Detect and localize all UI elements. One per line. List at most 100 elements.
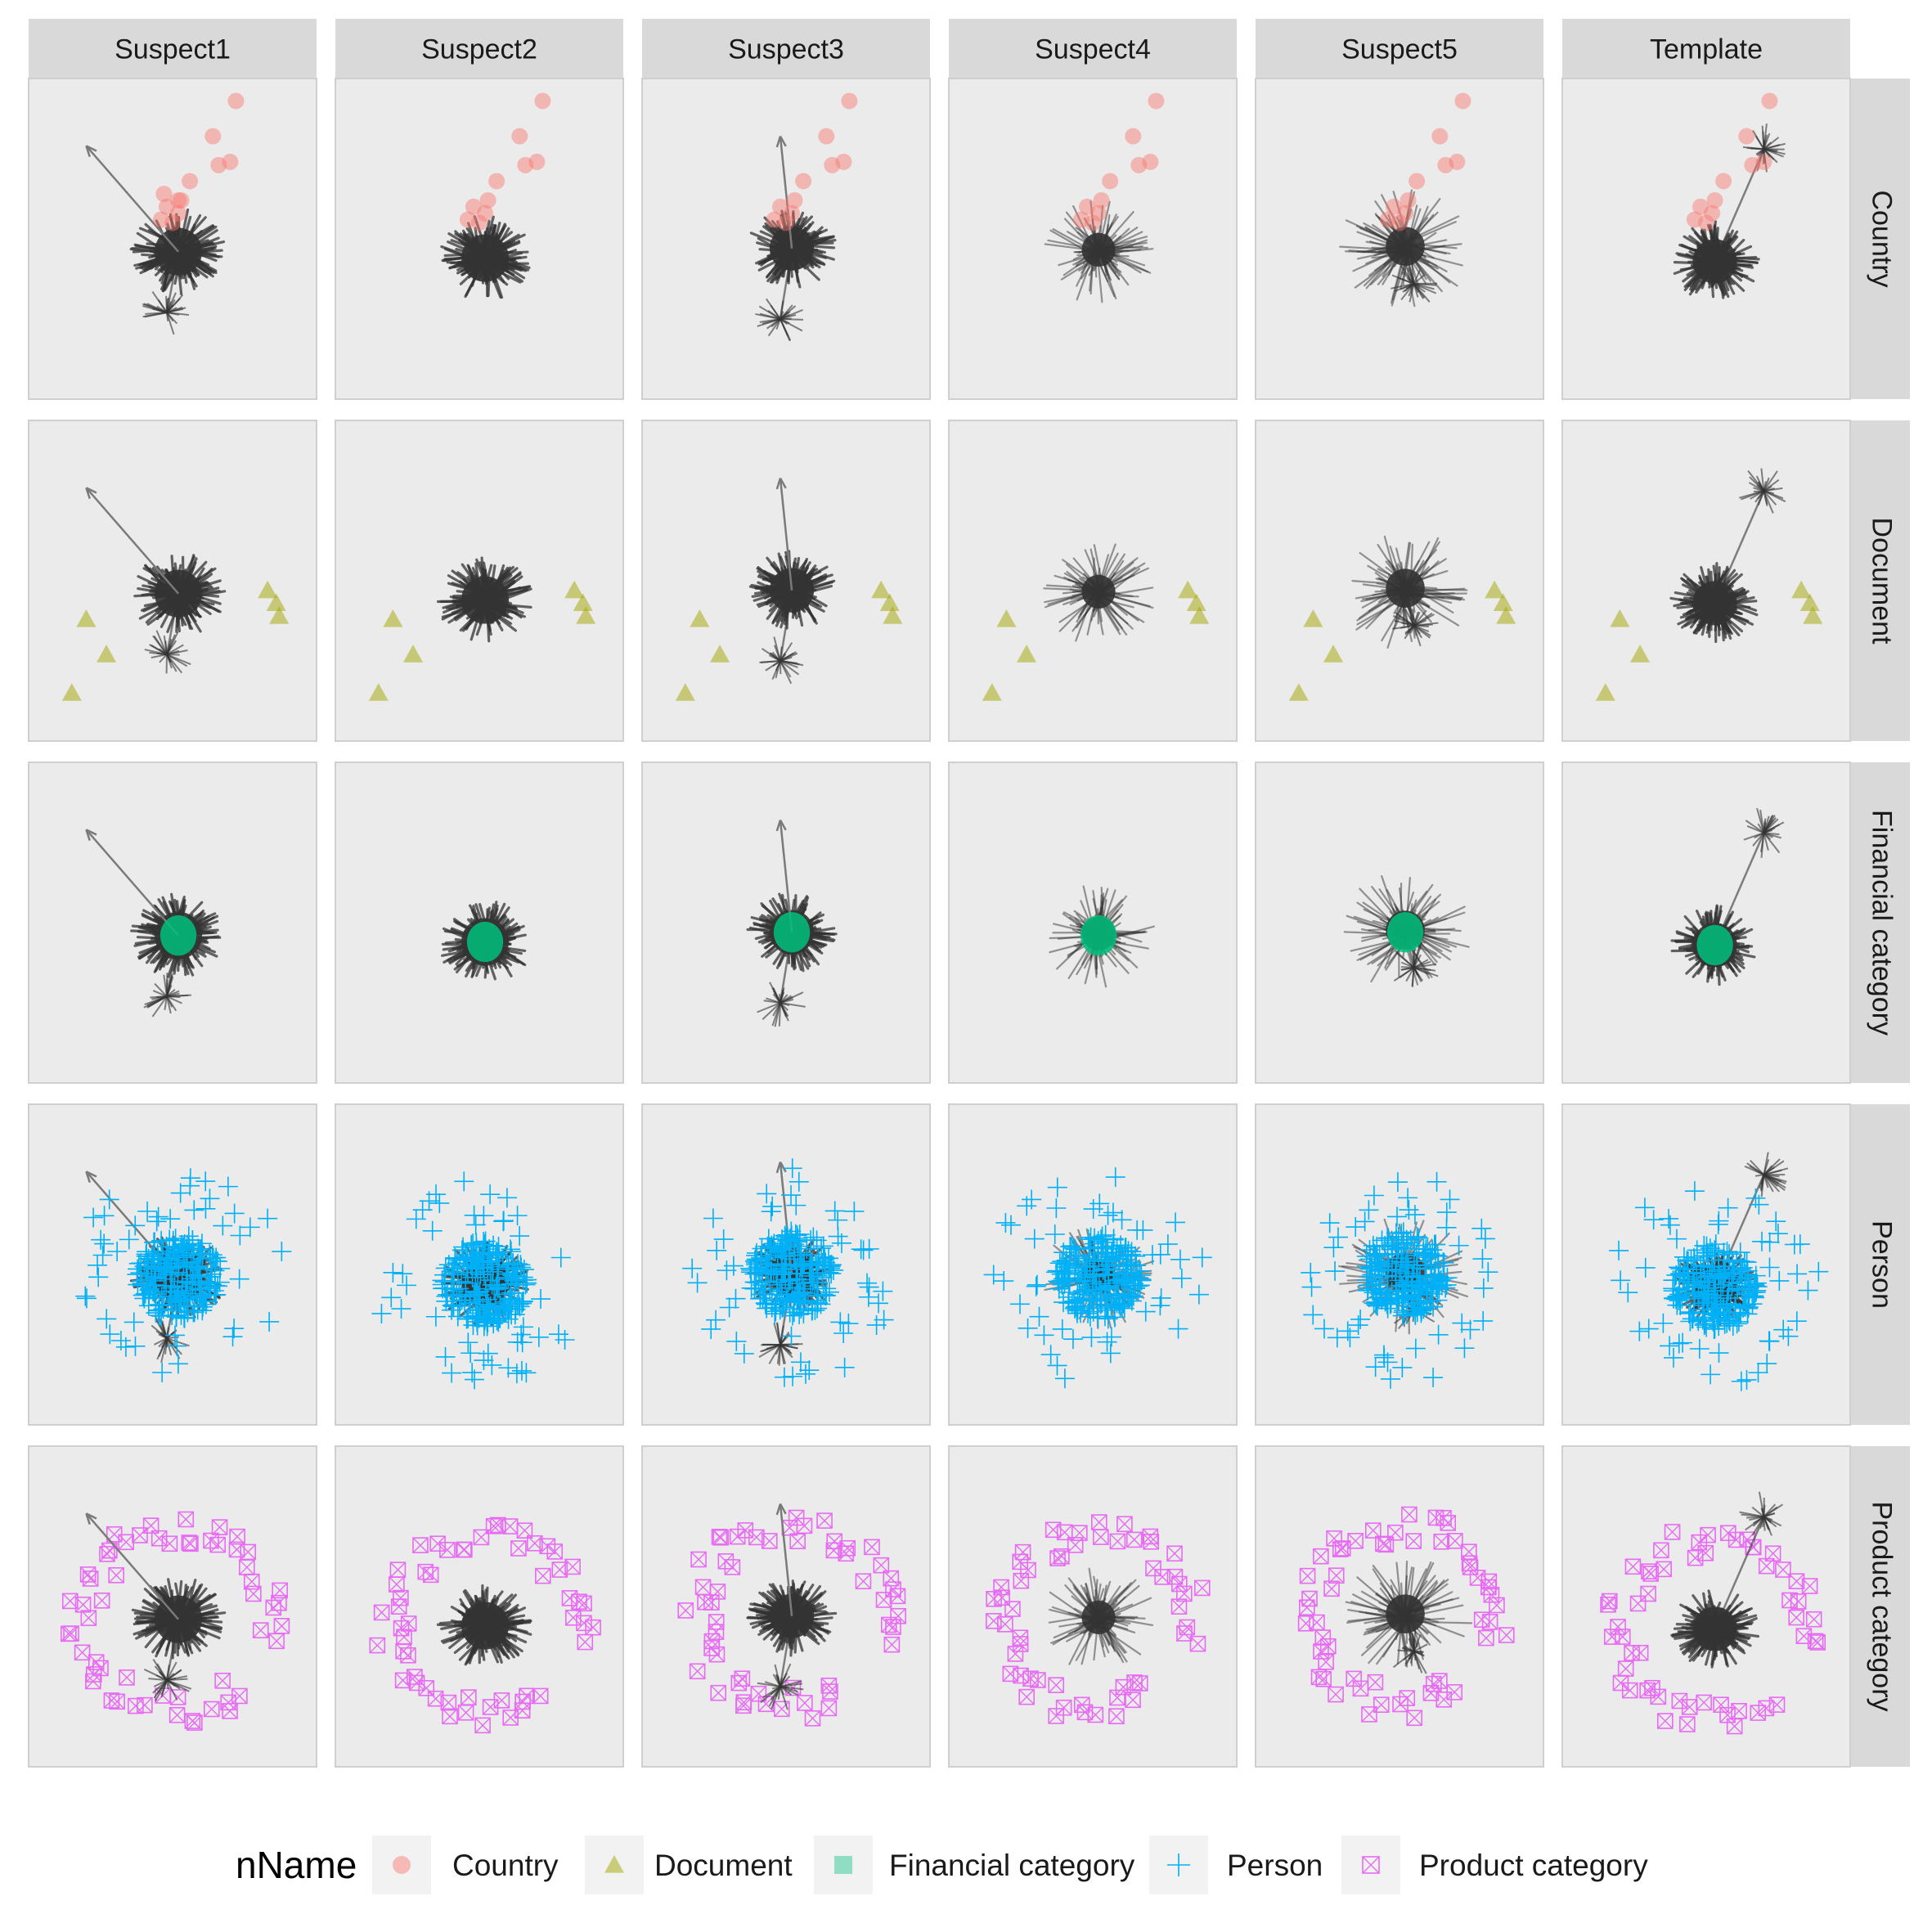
person-point — [151, 1230, 172, 1251]
product-point — [373, 1604, 390, 1621]
person-point — [504, 1283, 524, 1304]
country-point — [528, 153, 546, 170]
boxx-cross — [551, 1561, 568, 1578]
subcluster-edge — [166, 307, 177, 314]
product-point — [461, 1689, 477, 1705]
column-strip — [335, 19, 623, 79]
column-strip-label: Suspect4 — [1035, 34, 1151, 65]
boxx-frame — [393, 1589, 409, 1606]
boxx-cross — [253, 1622, 269, 1638]
boxx-frame — [106, 1525, 123, 1543]
boxx-cross — [108, 1567, 124, 1584]
subcluster-edge — [151, 995, 168, 1018]
boxx-cross — [229, 1529, 245, 1545]
product-point — [245, 1585, 262, 1602]
person-point — [188, 1256, 209, 1276]
boxx-frame — [418, 1680, 435, 1696]
boxx-cross — [571, 1593, 587, 1610]
person-point — [506, 1364, 527, 1384]
person-point — [419, 1191, 439, 1211]
country-point — [841, 92, 858, 110]
person-point — [119, 1229, 139, 1250]
network-core — [461, 234, 510, 282]
boxx-frame — [74, 1596, 92, 1613]
person-point — [465, 1215, 486, 1235]
product-point — [186, 1714, 203, 1731]
person-point — [159, 1247, 179, 1268]
boxx-cross — [502, 1518, 519, 1534]
subcluster-edge — [164, 996, 168, 1010]
person-point — [200, 1188, 220, 1209]
product-point — [161, 1535, 178, 1552]
product-point — [273, 1618, 290, 1634]
boxx-frame — [576, 1615, 592, 1632]
network-core — [155, 227, 203, 276]
boxx-cross — [268, 1633, 285, 1649]
product-point — [132, 1527, 148, 1543]
subcluster-edge — [165, 1680, 169, 1690]
person-point — [490, 1297, 510, 1318]
person-point — [442, 1296, 462, 1316]
boxx-frame — [231, 1687, 248, 1705]
financial-cluster — [160, 915, 197, 956]
boxx-cross — [562, 1590, 578, 1606]
facet-panels: Suspect1 Suspect2 Suspect3 Suspect4 Suspect5… — [28, 19, 1910, 1768]
boxx-frame — [412, 1537, 429, 1553]
product-point — [203, 1532, 219, 1549]
subcluster-edge — [158, 1333, 168, 1340]
product-point — [369, 1637, 386, 1654]
boxx-frame — [119, 1669, 135, 1686]
person-point — [444, 1259, 465, 1279]
person-point — [457, 1244, 478, 1265]
person-point — [498, 1309, 519, 1329]
boxx-cross — [119, 1669, 135, 1686]
boxx-cross — [103, 1692, 119, 1709]
subcluster-edge — [780, 318, 789, 326]
person-point — [371, 1303, 392, 1323]
subcluster-edge — [767, 309, 781, 320]
boxx-frame — [422, 1566, 439, 1584]
subcluster-link — [779, 248, 793, 320]
boxx-cross — [532, 1687, 549, 1704]
document-point — [97, 645, 117, 663]
boxx-frame — [74, 1644, 91, 1661]
person-point — [486, 1277, 506, 1297]
subcluster-edge — [166, 1669, 182, 1681]
person-point — [510, 1226, 530, 1247]
person-point — [479, 1296, 499, 1317]
person-point — [507, 1206, 528, 1226]
boxx-cross — [109, 1693, 125, 1710]
subcluster-edge — [152, 990, 168, 998]
boxx-frame — [502, 1710, 519, 1726]
country-point — [465, 198, 482, 215]
boxx-frame — [177, 1511, 195, 1528]
product-point — [571, 1593, 587, 1610]
product-point — [211, 1519, 228, 1535]
subcluster-edge — [157, 299, 168, 313]
person-point — [125, 1336, 146, 1356]
boxx-cross — [239, 1559, 255, 1575]
facet-panel — [948, 420, 1238, 742]
subcluster-edge — [166, 312, 178, 325]
product-point — [182, 1535, 199, 1552]
person-point — [75, 1286, 96, 1306]
person-point — [151, 1287, 172, 1307]
document-point — [573, 593, 593, 612]
subcluster-edge — [166, 654, 183, 674]
person-point — [164, 1325, 185, 1346]
person-point — [202, 1264, 222, 1284]
product-point — [442, 1708, 458, 1725]
person-point — [94, 1233, 115, 1254]
boxx-cross — [458, 1705, 474, 1721]
boxx-frame — [577, 1633, 594, 1651]
subcluster-edge — [144, 649, 168, 656]
boxx-frame — [186, 1714, 203, 1731]
person-point — [507, 1332, 528, 1352]
subcluster-edge — [142, 305, 168, 314]
subcluster-edge — [166, 649, 188, 656]
product-point — [79, 1566, 97, 1583]
boxx-frame — [369, 1637, 386, 1654]
person-point — [94, 1206, 115, 1226]
product-point — [474, 1717, 491, 1734]
person-point — [509, 1275, 529, 1296]
